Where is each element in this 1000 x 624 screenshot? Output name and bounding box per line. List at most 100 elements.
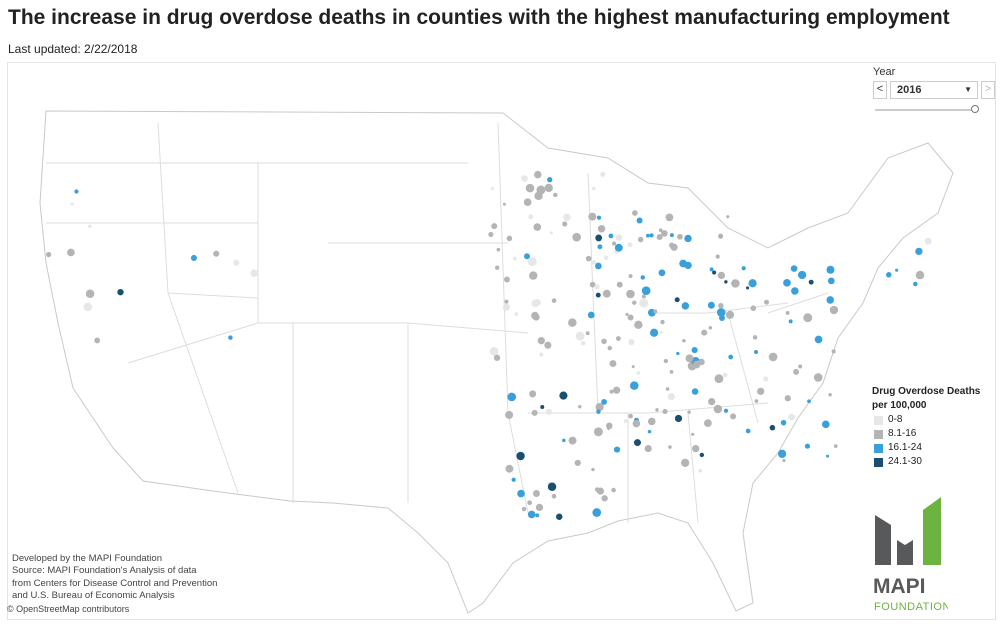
- county-dot[interactable]: [661, 230, 668, 237]
- county-dot[interactable]: [615, 234, 623, 241]
- county-dot[interactable]: [634, 320, 643, 330]
- county-dot[interactable]: [709, 267, 714, 272]
- county-dot[interactable]: [502, 303, 511, 311]
- county-dot[interactable]: [507, 392, 517, 402]
- county-dot[interactable]: [788, 319, 793, 324]
- county-dot[interactable]: [718, 302, 724, 309]
- map[interactable]: [7, 62, 996, 620]
- county-dot[interactable]: [615, 336, 621, 341]
- county-dot[interactable]: [556, 513, 563, 521]
- county-dot[interactable]: [628, 274, 633, 279]
- county-dot[interactable]: [517, 489, 525, 498]
- county-dot[interactable]: [562, 221, 568, 227]
- county-dot[interactable]: [521, 175, 528, 182]
- county-dot[interactable]: [597, 244, 603, 250]
- county-dot[interactable]: [660, 319, 665, 325]
- county-dot[interactable]: [821, 420, 830, 429]
- county-dot[interactable]: [667, 392, 675, 401]
- county-dot[interactable]: [728, 354, 734, 360]
- county-dot[interactable]: [503, 276, 510, 283]
- county-dot[interactable]: [826, 265, 835, 274]
- county-dot[interactable]: [539, 352, 544, 357]
- county-dot[interactable]: [594, 487, 600, 492]
- county-dot[interactable]: [674, 414, 683, 423]
- county-dot[interactable]: [701, 329, 708, 336]
- year-slider[interactable]: [873, 103, 983, 115]
- county-dot[interactable]: [717, 271, 726, 280]
- county-dot[interactable]: [540, 405, 545, 409]
- county-dot[interactable]: [562, 438, 566, 443]
- county-dot[interactable]: [797, 270, 807, 280]
- prev-year-button[interactable]: <: [873, 81, 887, 99]
- county-dot[interactable]: [589, 281, 596, 288]
- county-dot[interactable]: [533, 223, 542, 231]
- county-dot[interactable]: [915, 247, 923, 256]
- county-dot[interactable]: [668, 445, 672, 449]
- county-dot[interactable]: [746, 286, 750, 290]
- county-dot[interactable]: [691, 347, 698, 354]
- county-dot[interactable]: [784, 395, 791, 402]
- county-dot[interactable]: [807, 399, 811, 404]
- county-dot[interactable]: [529, 271, 538, 280]
- county-dot[interactable]: [563, 213, 571, 221]
- county-dot[interactable]: [665, 213, 674, 222]
- county-dot[interactable]: [826, 296, 834, 304]
- county-dot[interactable]: [741, 266, 746, 271]
- county-dot[interactable]: [780, 419, 787, 426]
- county-dot[interactable]: [632, 300, 637, 305]
- county-dot[interactable]: [494, 265, 500, 270]
- county-dot[interactable]: [708, 397, 716, 406]
- county-dot[interactable]: [190, 254, 197, 262]
- county-dot[interactable]: [714, 374, 724, 384]
- legend-item[interactable]: 24.1-30: [874, 455, 980, 469]
- county-dot[interactable]: [505, 464, 514, 473]
- county-dot[interactable]: [609, 360, 617, 367]
- county-dot[interactable]: [646, 233, 650, 238]
- county-dot[interactable]: [803, 313, 813, 323]
- county-dot[interactable]: [595, 262, 602, 270]
- county-dot[interactable]: [814, 335, 823, 344]
- county-dot[interactable]: [691, 432, 695, 436]
- county-dot[interactable]: [886, 272, 892, 278]
- county-dot[interactable]: [723, 408, 729, 413]
- next-year-button[interactable]: >: [981, 81, 995, 99]
- county-dot[interactable]: [665, 387, 670, 391]
- county-dot[interactable]: [669, 233, 674, 238]
- county-dot[interactable]: [613, 446, 621, 453]
- county-dot[interactable]: [659, 330, 663, 334]
- county-dot[interactable]: [545, 408, 552, 415]
- county-dot[interactable]: [596, 409, 601, 414]
- county-dot[interactable]: [644, 444, 652, 453]
- county-dot[interactable]: [612, 241, 617, 246]
- county-dot[interactable]: [647, 429, 652, 434]
- county-dot[interactable]: [782, 459, 786, 463]
- county-dot[interactable]: [514, 312, 519, 317]
- county-dot[interactable]: [575, 331, 585, 341]
- county-dot[interactable]: [676, 351, 680, 356]
- county-dot[interactable]: [669, 242, 675, 248]
- county-dot[interactable]: [549, 231, 553, 235]
- county-dot[interactable]: [681, 458, 690, 467]
- county-dot[interactable]: [752, 335, 758, 340]
- county-dot[interactable]: [537, 336, 545, 345]
- county-dot[interactable]: [790, 265, 798, 272]
- county-dot[interactable]: [716, 308, 726, 317]
- county-dot[interactable]: [753, 349, 759, 355]
- county-dot[interactable]: [614, 243, 623, 252]
- county-dot[interactable]: [623, 419, 628, 423]
- county-dot[interactable]: [788, 413, 795, 421]
- county-dot[interactable]: [488, 231, 494, 238]
- county-dot[interactable]: [593, 427, 603, 437]
- county-dot[interactable]: [531, 299, 539, 308]
- county-dot[interactable]: [547, 482, 557, 491]
- county-dot[interactable]: [513, 256, 517, 261]
- county-dot[interactable]: [777, 449, 787, 458]
- county-dot[interactable]: [708, 325, 713, 330]
- county-dot[interactable]: [594, 284, 600, 290]
- county-dot[interactable]: [83, 302, 93, 312]
- county-dot[interactable]: [831, 349, 836, 354]
- county-dot[interactable]: [559, 391, 568, 400]
- county-dot[interactable]: [895, 268, 899, 272]
- county-dot[interactable]: [677, 233, 683, 240]
- county-dot[interactable]: [534, 191, 543, 201]
